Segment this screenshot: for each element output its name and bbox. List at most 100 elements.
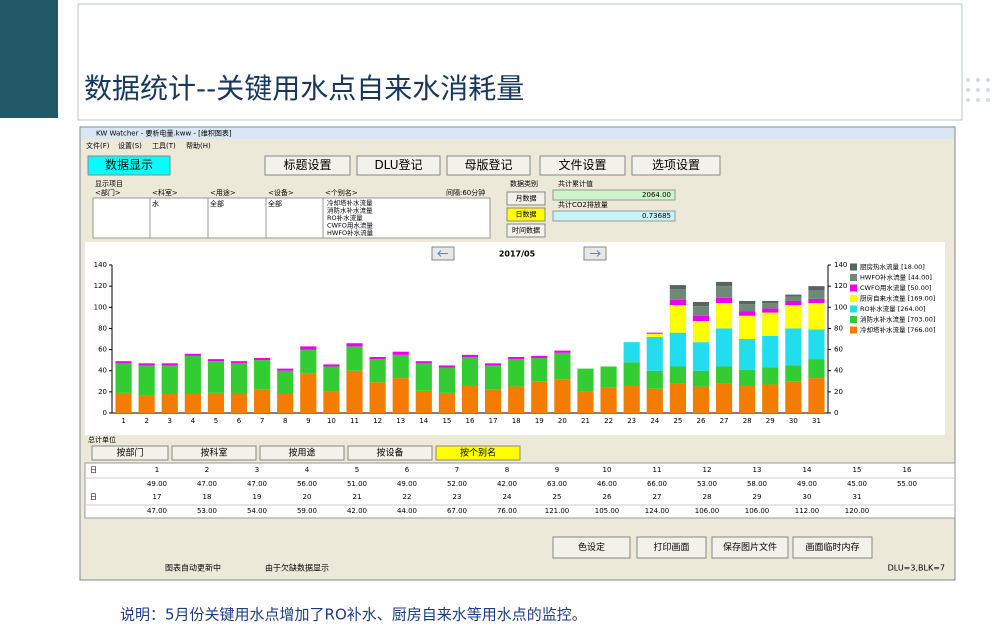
day-value: 58.00 (747, 480, 767, 488)
day-label: 2 (205, 466, 209, 474)
button[interactable] (87, 155, 171, 176)
bar-segment (300, 346, 317, 350)
bar-segment (254, 389, 271, 413)
button-label: 按个别名 (460, 447, 496, 459)
x-tick-label: 29 (766, 417, 775, 425)
day-value: 120.00 (845, 507, 870, 515)
bar-segment (161, 393, 178, 413)
day-label: 7 (455, 466, 459, 474)
bar-segment (715, 281, 733, 287)
bar-segment (600, 387, 617, 413)
day-value: 52.00 (447, 480, 467, 488)
filter-interval: 间隔:60分钟 (446, 188, 485, 197)
bar-segment (230, 393, 248, 413)
bar-segment (785, 294, 802, 297)
button[interactable] (792, 536, 873, 559)
filter-box (322, 197, 491, 239)
bar-segment (554, 352, 571, 380)
button[interactable] (711, 536, 789, 559)
button[interactable] (636, 536, 707, 559)
bar-segment (785, 305, 802, 329)
window-title: KW Watcher - 要析电量.kww - [维积图表] (96, 129, 232, 138)
y2-tick-label: 140 (834, 261, 847, 269)
bar-segment (161, 365, 178, 394)
bar-segment (207, 392, 225, 413)
filter-name: 冷却塔补水流量 (327, 198, 373, 207)
button[interactable] (631, 155, 721, 176)
bar-segment (300, 373, 317, 413)
day-label: 18 (203, 493, 212, 501)
y-tick-label: 100 (94, 303, 107, 311)
button[interactable] (356, 155, 441, 176)
bar-segment (646, 388, 663, 413)
x-tick-label: 4 (191, 417, 196, 425)
bar-segment (715, 383, 733, 413)
filter-value: 水 (152, 199, 159, 208)
button[interactable] (171, 445, 257, 461)
bar-segment (438, 367, 455, 393)
bar-segment (692, 321, 710, 343)
button[interactable] (435, 445, 521, 461)
bar-segment (346, 370, 363, 413)
day-value: 63.00 (547, 480, 567, 488)
button[interactable] (264, 155, 351, 176)
day-label: 21 (353, 493, 362, 501)
button-label: DLU登记 (374, 157, 422, 172)
filter-header: <设备> (268, 188, 294, 197)
legend-label: 厨房热水流量 [18.00] (860, 262, 925, 271)
day-label: 14 (803, 466, 812, 474)
filter-box (265, 197, 324, 239)
bar-segment (808, 286, 825, 291)
legend-swatch (850, 326, 857, 334)
x-tick-label: 18 (512, 417, 521, 425)
bar-segment (669, 289, 686, 300)
bar-segment (646, 370, 663, 389)
y-tick-label: 120 (94, 282, 107, 290)
button[interactable] (347, 445, 433, 461)
button[interactable] (506, 223, 546, 238)
total-box (552, 189, 676, 201)
button-label: 时间数据 (512, 226, 540, 235)
y-tick-label: 40 (98, 367, 107, 375)
x-tick-label: 11 (350, 417, 359, 425)
bar-segment (715, 286, 733, 298)
bar-segment (762, 312, 779, 336)
bar-segment (138, 395, 155, 413)
bar-segment (669, 332, 686, 367)
day-label: 6 (405, 466, 410, 474)
bar-segment (392, 378, 409, 413)
legend-label: 冷却塔补水流量 [766.00] (860, 325, 935, 334)
button[interactable] (506, 191, 546, 206)
button[interactable] (259, 445, 345, 461)
title-bar (81, 128, 954, 139)
y-tick-label: 80 (98, 324, 107, 332)
x-tick-label: 27 (720, 417, 729, 425)
button[interactable] (446, 155, 531, 176)
day-value: 47.00 (147, 507, 167, 515)
caption: 说明：5月份关键用水点增加了RO补水、厨房自来水等用水点的监控。 (120, 606, 587, 624)
button-label: 色设定 (578, 541, 605, 553)
bar-segment (808, 378, 825, 413)
day-value: 66.00 (647, 480, 667, 488)
x-tick-label: 16 (466, 417, 475, 425)
total-label: 共计累计值 (558, 179, 593, 188)
total-value: 2064.00 (642, 191, 671, 199)
button[interactable] (539, 155, 626, 176)
bar-segment (531, 355, 548, 359)
button[interactable] (506, 207, 546, 222)
y2-tick-label: 0 (834, 409, 838, 417)
data-type-label: 数据类别 (510, 179, 538, 188)
bar-segment (392, 354, 409, 379)
legend-swatch (850, 263, 857, 271)
bar-segment (138, 365, 155, 396)
filter-name: HWFO补水流量 (327, 228, 374, 237)
day-label: 8 (505, 466, 509, 474)
bar-segment (277, 370, 294, 394)
button[interactable] (552, 536, 631, 559)
bar-segment (115, 392, 132, 413)
bar-segment (715, 328, 733, 367)
x-tick-label: 24 (650, 417, 659, 425)
filter-box (207, 197, 267, 239)
button[interactable] (91, 445, 169, 461)
day-label: 9 (555, 466, 559, 474)
